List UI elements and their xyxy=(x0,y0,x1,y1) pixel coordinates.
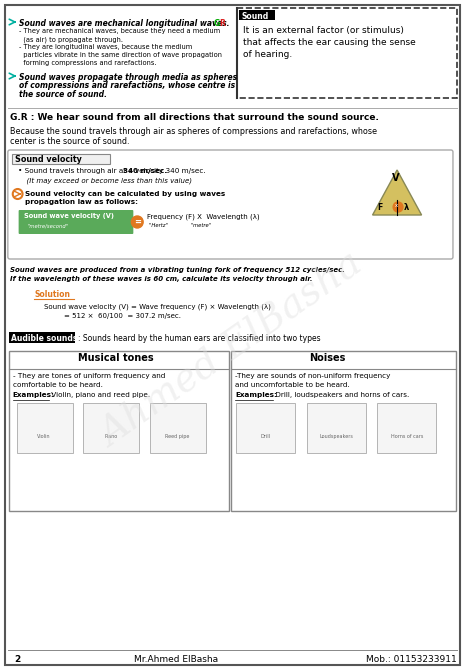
Text: G: G xyxy=(214,19,220,28)
Text: the source of sound.: the source of sound. xyxy=(18,90,107,99)
Text: Sound velocity can be calculated by using waves: Sound velocity can be calculated by usin… xyxy=(26,191,226,197)
Text: It is an external factor (or stimulus): It is an external factor (or stimulus) xyxy=(243,26,404,35)
Text: Noises: Noises xyxy=(309,353,345,363)
Text: Sound velocity: Sound velocity xyxy=(15,155,82,164)
Text: Drill, loudspeakers and horns of cars.: Drill, loudspeakers and horns of cars. xyxy=(273,392,409,398)
Text: of hearing.: of hearing. xyxy=(243,50,292,59)
Text: λ: λ xyxy=(404,203,409,212)
Text: Because the sound travels through air as spheres of compressions and rarefaction: Because the sound travels through air as… xyxy=(10,127,377,136)
Text: -They are sounds of non-uniform frequency: -They are sounds of non-uniform frequenc… xyxy=(235,373,391,379)
Text: "Hertz"              "metre": "Hertz" "metre" xyxy=(149,223,211,228)
FancyBboxPatch shape xyxy=(5,5,460,665)
Text: F: F xyxy=(377,203,383,212)
Text: Violin, piano and reed pipe.: Violin, piano and reed pipe. xyxy=(49,392,150,398)
Text: x: x xyxy=(395,203,398,208)
FancyBboxPatch shape xyxy=(12,154,110,164)
Text: - They are mechanical waves, because they need a medium: - They are mechanical waves, because the… xyxy=(18,28,220,34)
Text: Examples:: Examples: xyxy=(13,392,55,398)
Text: and uncomfortable to be heard.: and uncomfortable to be heard. xyxy=(235,382,350,388)
Text: Horns of cars: Horns of cars xyxy=(391,434,423,439)
FancyBboxPatch shape xyxy=(237,8,457,98)
Text: R: R xyxy=(219,19,226,28)
Text: Mob.: 01153233911: Mob.: 01153233911 xyxy=(366,655,457,664)
Text: comfortable to be heard.: comfortable to be heard. xyxy=(13,382,102,388)
FancyBboxPatch shape xyxy=(377,403,436,453)
Text: 340 m/sec.: 340 m/sec. xyxy=(123,168,166,174)
Text: Violin: Violin xyxy=(37,434,51,439)
Text: that affects the ear causing the sense: that affects the ear causing the sense xyxy=(243,38,416,47)
Text: = 512 ×  60/100  = 307.2 m/sec.: = 512 × 60/100 = 307.2 m/sec. xyxy=(64,313,181,319)
Text: • Sound travels through air at a velocity 340 m/sec.: • Sound travels through air at a velocit… xyxy=(18,168,205,174)
Text: Sound wave velocity (V) = Wave frequency (F) × Wavelength (λ): Sound wave velocity (V) = Wave frequency… xyxy=(44,303,271,310)
Text: particles vibrate in the same direction of wave propagation: particles vibrate in the same direction … xyxy=(18,52,222,58)
FancyBboxPatch shape xyxy=(239,10,274,20)
Text: Mr.Ahmed ElBasha: Mr.Ahmed ElBasha xyxy=(135,655,219,664)
Text: =: = xyxy=(134,218,141,227)
Circle shape xyxy=(393,202,403,212)
Text: If the wavelength of these waves is 60 cm, calculate its velocity through air.: If the wavelength of these waves is 60 c… xyxy=(10,276,312,282)
Text: Musical tones: Musical tones xyxy=(78,353,154,363)
FancyBboxPatch shape xyxy=(18,210,133,234)
Text: "metre/second": "metre/second" xyxy=(27,223,69,228)
Text: - They are longitudinal waves, because the medium: - They are longitudinal waves, because t… xyxy=(18,44,192,50)
Text: Reed pipe: Reed pipe xyxy=(165,434,190,439)
Text: Frequency (F) X  Wavelength (λ): Frequency (F) X Wavelength (λ) xyxy=(147,213,260,220)
Text: Sound waves are mechanical longitudinal waves.: Sound waves are mechanical longitudinal … xyxy=(18,19,229,28)
FancyBboxPatch shape xyxy=(17,403,73,453)
FancyBboxPatch shape xyxy=(307,403,366,453)
Text: Sound waves propagate through media as spheres: Sound waves propagate through media as s… xyxy=(18,73,237,82)
Text: Sound: Sound xyxy=(241,12,268,21)
Text: Audible sounds: Audible sounds xyxy=(11,334,77,343)
Text: propagation law as follows:: propagation law as follows: xyxy=(26,199,138,205)
Text: G.R : We hear sound from all directions that surround the sound source.: G.R : We hear sound from all directions … xyxy=(10,113,379,122)
Text: Sound waves are produced from a vibrating tuning fork of frequency 512 cycles/se: Sound waves are produced from a vibratin… xyxy=(10,267,345,273)
Text: of compressions and rarefactions, whose centre is: of compressions and rarefactions, whose … xyxy=(18,81,235,90)
Text: (It may exceed or become less than this value): (It may exceed or become less than this … xyxy=(22,177,191,184)
FancyBboxPatch shape xyxy=(83,403,139,453)
Text: Drill: Drill xyxy=(261,434,271,439)
Circle shape xyxy=(131,216,143,228)
Text: Examples:: Examples: xyxy=(235,392,277,398)
Text: Loudspeakers: Loudspeakers xyxy=(319,434,353,439)
Text: V: V xyxy=(392,173,400,183)
FancyBboxPatch shape xyxy=(9,332,75,343)
Text: : Sounds heard by the human ears are classified into two types: : Sounds heard by the human ears are cla… xyxy=(78,334,321,343)
Text: center is the source of sound.: center is the source of sound. xyxy=(10,137,129,146)
Text: forming compressions and rarefactions.: forming compressions and rarefactions. xyxy=(18,60,156,66)
Text: - They are tones of uniform frequency and: - They are tones of uniform frequency an… xyxy=(13,373,165,379)
Text: (as air) to propagate through.: (as air) to propagate through. xyxy=(18,36,123,42)
FancyBboxPatch shape xyxy=(150,403,206,453)
Polygon shape xyxy=(373,170,421,215)
Text: Ahmed ElBasha: Ahmed ElBasha xyxy=(94,246,370,454)
FancyBboxPatch shape xyxy=(9,351,229,511)
Text: 2: 2 xyxy=(15,655,21,664)
FancyBboxPatch shape xyxy=(236,403,295,453)
Text: Piano: Piano xyxy=(104,434,118,439)
FancyBboxPatch shape xyxy=(8,150,453,259)
Text: Sound wave velocity (V): Sound wave velocity (V) xyxy=(24,213,114,219)
Text: Solution: Solution xyxy=(34,290,70,299)
FancyBboxPatch shape xyxy=(231,351,456,511)
